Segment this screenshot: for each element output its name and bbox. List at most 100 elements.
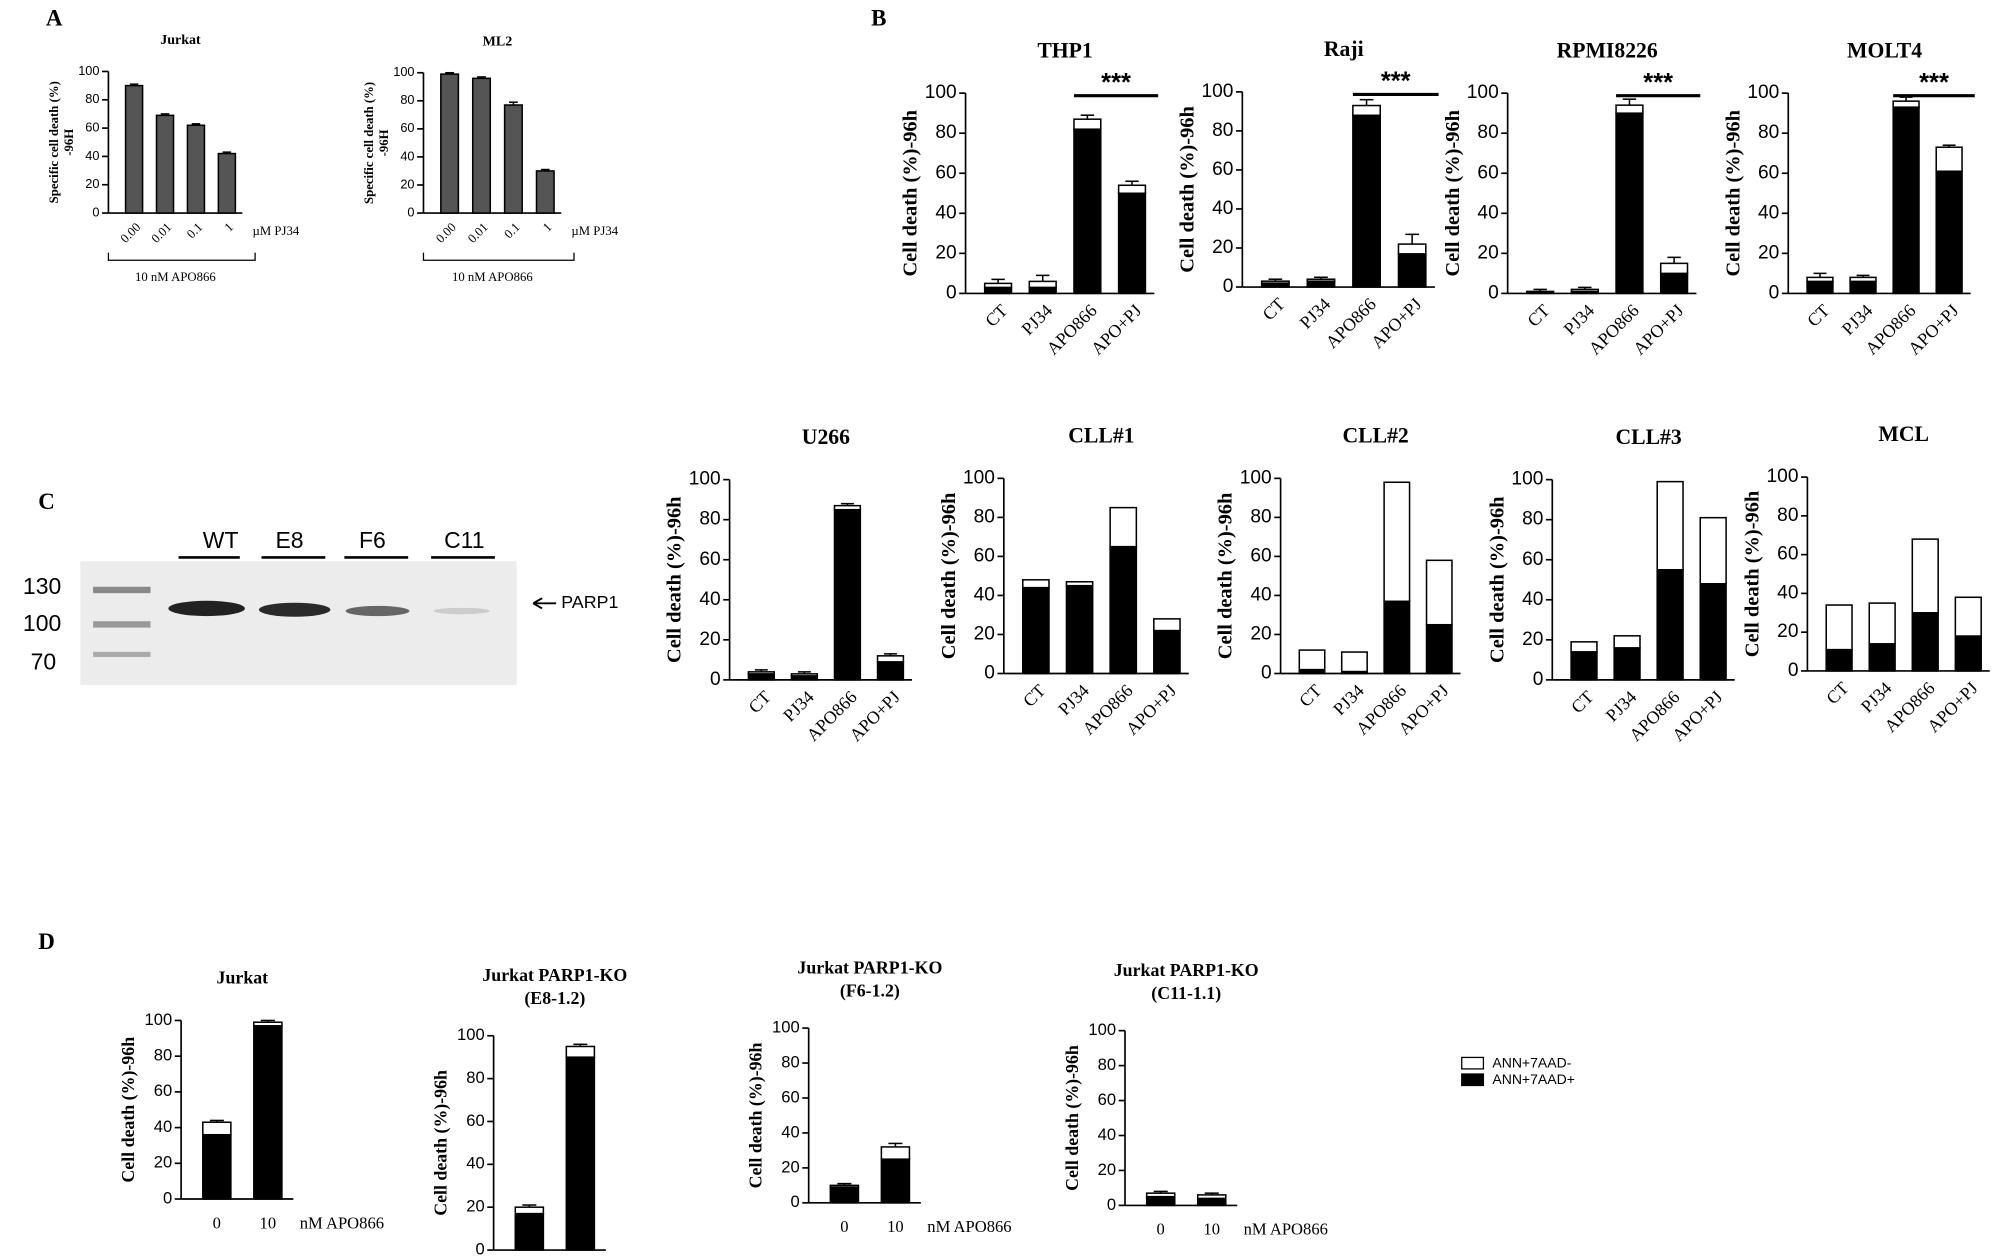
legend-swatch bbox=[1461, 1056, 1485, 1070]
x-axis-label: µM PJ34 bbox=[571, 224, 618, 238]
y-tick-label: 40 bbox=[466, 1154, 484, 1173]
blot-membrane bbox=[80, 561, 517, 685]
western-blot: WT E8 F6 C11 130 100 70 PARP1 bbox=[23, 527, 618, 685]
y-tick-label: 100 bbox=[1201, 81, 1233, 102]
y-axis-label: Cell death (%)-96h bbox=[118, 1037, 139, 1183]
bar bbox=[1306, 280, 1336, 288]
significance-label: *** bbox=[1381, 68, 1411, 96]
y-tick-label: 100 bbox=[1240, 467, 1272, 488]
bar bbox=[1145, 1192, 1176, 1198]
bar bbox=[1117, 184, 1147, 195]
bar bbox=[217, 152, 237, 214]
bar bbox=[1613, 647, 1641, 681]
y-tick-label: 0 bbox=[1488, 282, 1499, 303]
y-tick-label: 60 bbox=[1250, 545, 1271, 566]
y-tick-label: 20 bbox=[1477, 242, 1498, 263]
bar bbox=[1954, 596, 1982, 637]
y-tick-label: 20 bbox=[154, 1153, 172, 1172]
bar bbox=[829, 1186, 860, 1204]
y-tick-label: 100 bbox=[78, 63, 99, 78]
y-tick-label: 20 bbox=[400, 176, 414, 191]
legend-label: ANN+7AAD+ bbox=[1492, 1071, 1575, 1087]
bar bbox=[124, 84, 144, 214]
band-label: PARP1 bbox=[561, 592, 618, 612]
y-tick-label: 40 bbox=[935, 202, 956, 223]
bar bbox=[1352, 104, 1381, 117]
bar bbox=[253, 1021, 283, 1027]
marker-label: 130 bbox=[23, 573, 61, 599]
bar bbox=[565, 1056, 596, 1251]
bar bbox=[1806, 280, 1834, 295]
y-tick-label: 100 bbox=[393, 64, 414, 79]
bar bbox=[1022, 586, 1050, 675]
bar bbox=[1892, 106, 1920, 295]
legend-label: ANN+7AAD- bbox=[1492, 1055, 1571, 1071]
bar bbox=[1825, 648, 1853, 672]
bar bbox=[503, 104, 523, 214]
panel-label: C bbox=[38, 489, 55, 514]
bar bbox=[1145, 1195, 1176, 1207]
bar bbox=[514, 1212, 545, 1251]
marker-label: 100 bbox=[23, 610, 61, 636]
y-tick-label: 80 bbox=[154, 1046, 172, 1065]
bar bbox=[1656, 480, 1684, 571]
y-axis-label: Specific cell death (%) bbox=[47, 81, 61, 203]
bar bbox=[1615, 104, 1644, 114]
bar bbox=[1659, 262, 1689, 275]
y-tick-label: 0 bbox=[92, 204, 99, 219]
bar bbox=[747, 673, 775, 681]
y-tick-label: 80 bbox=[1477, 122, 1498, 143]
y-tick-label: 80 bbox=[85, 91, 99, 106]
chart: 0 20 40 60 80 100 Jurkat PARP1-KO (E8-1.2) Cell … bbox=[431, 965, 628, 1258]
chart-title: RPMI8226 bbox=[1557, 38, 1658, 62]
blot-band bbox=[433, 607, 490, 615]
y-tick-label: 60 bbox=[699, 549, 720, 570]
y-tick-label: 20 bbox=[1758, 242, 1779, 263]
y-tick-label: 0 bbox=[946, 282, 957, 303]
chart-title: (C11-1.1) bbox=[1151, 983, 1221, 1004]
y-tick-label: 60 bbox=[466, 1111, 484, 1130]
chart-title: (E8-1.2) bbox=[524, 988, 585, 1009]
bar bbox=[1397, 253, 1427, 288]
bar bbox=[1659, 272, 1689, 295]
y-tick-label: 20 bbox=[974, 624, 995, 645]
y-tick-label: 40 bbox=[85, 148, 99, 163]
y-axis-label: Cell death (%)-96h bbox=[1215, 492, 1237, 659]
chart: 0 20 40 60 80 100 Jurkat Cell death (%)-96h 0 10 n… bbox=[118, 968, 384, 1233]
lane-label: WT bbox=[203, 527, 239, 553]
chart-title: U266 bbox=[802, 425, 850, 449]
y-axis-label: -96H bbox=[62, 129, 76, 156]
y-tick-label: 100 bbox=[963, 467, 995, 488]
chart-title: Jurkat PARP1-KO bbox=[1114, 960, 1259, 980]
panel-label: D bbox=[38, 929, 55, 954]
y-tick-label: 100 bbox=[689, 469, 721, 490]
bar bbox=[1935, 146, 1963, 173]
bar bbox=[202, 1121, 232, 1136]
bar bbox=[565, 1045, 596, 1058]
bar bbox=[1613, 635, 1641, 649]
bar bbox=[1425, 559, 1453, 626]
bar bbox=[1028, 280, 1057, 289]
y-tick-label: 40 bbox=[1098, 1125, 1116, 1144]
blot-band bbox=[345, 605, 410, 617]
y-tick-label: 40 bbox=[400, 148, 414, 163]
y-tick-label: 80 bbox=[974, 506, 995, 527]
y-tick-label: 100 bbox=[925, 82, 957, 103]
chart-title: THP1 bbox=[1037, 38, 1092, 62]
bracket bbox=[107, 252, 256, 261]
x-axis-label: µM PJ34 bbox=[253, 224, 300, 238]
y-tick-label: 60 bbox=[781, 1087, 799, 1106]
bar bbox=[880, 1146, 911, 1160]
bar bbox=[1298, 649, 1326, 671]
y-tick-label: 0 bbox=[1533, 669, 1544, 690]
y-tick-label: 80 bbox=[699, 509, 720, 530]
bar bbox=[1526, 290, 1555, 295]
legend-swatch bbox=[1461, 1073, 1485, 1087]
lane-label: F6 bbox=[359, 527, 386, 553]
y-tick-label: 0 bbox=[1769, 282, 1780, 303]
bar bbox=[1383, 600, 1411, 675]
chart-title: Jurkat PARP1-KO bbox=[797, 958, 942, 978]
chart-title: MOLT4 bbox=[1847, 38, 1922, 62]
